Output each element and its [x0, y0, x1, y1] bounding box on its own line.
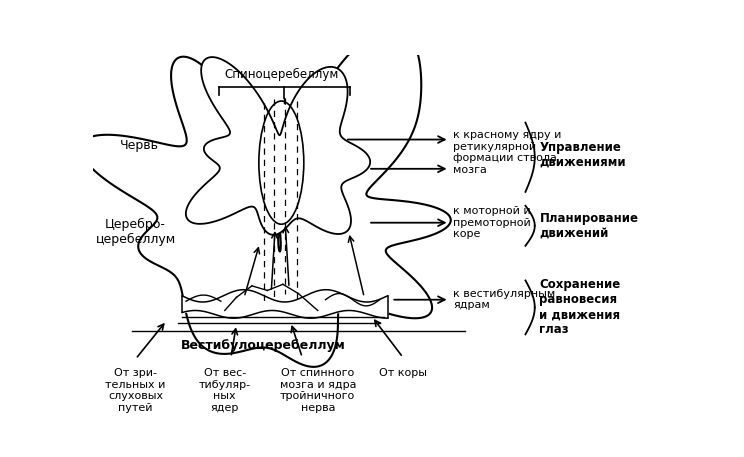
Text: От коры: От коры [379, 368, 427, 378]
Text: Планирование
движений: Планирование движений [539, 212, 638, 240]
Text: От спинного
мозга и ядра
тройничного
нерва: От спинного мозга и ядра тройничного нер… [280, 368, 356, 413]
Polygon shape [80, 29, 451, 367]
Text: Спиноцеребеллум: Спиноцеребеллум [224, 68, 339, 81]
Text: Управление
движениями: Управление движениями [539, 141, 626, 169]
Text: От зри-
тельных и
слуховых
путей: От зри- тельных и слуховых путей [106, 368, 166, 413]
Text: Вестибулоцеребеллум: Вестибулоцеребеллум [181, 340, 346, 352]
Text: к моторной и
премоторной
коре: к моторной и премоторной коре [453, 206, 531, 239]
Polygon shape [186, 57, 371, 235]
Text: Червь: Червь [120, 139, 159, 152]
Text: к красному ядру и
ретикулярной
формации ствола
мозга: к красному ядру и ретикулярной формации … [453, 130, 562, 175]
Text: Церебро-
церебеллум: Церебро- церебеллум [95, 218, 176, 246]
Text: От вес-
тибуляр-
ных
ядер: От вес- тибуляр- ных ядер [199, 368, 251, 413]
Text: Сохранение
равновесия
и движения
глаз: Сохранение равновесия и движения глаз [539, 278, 620, 336]
Text: к вестибулярным
ядрам: к вестибулярным ядрам [453, 289, 556, 310]
